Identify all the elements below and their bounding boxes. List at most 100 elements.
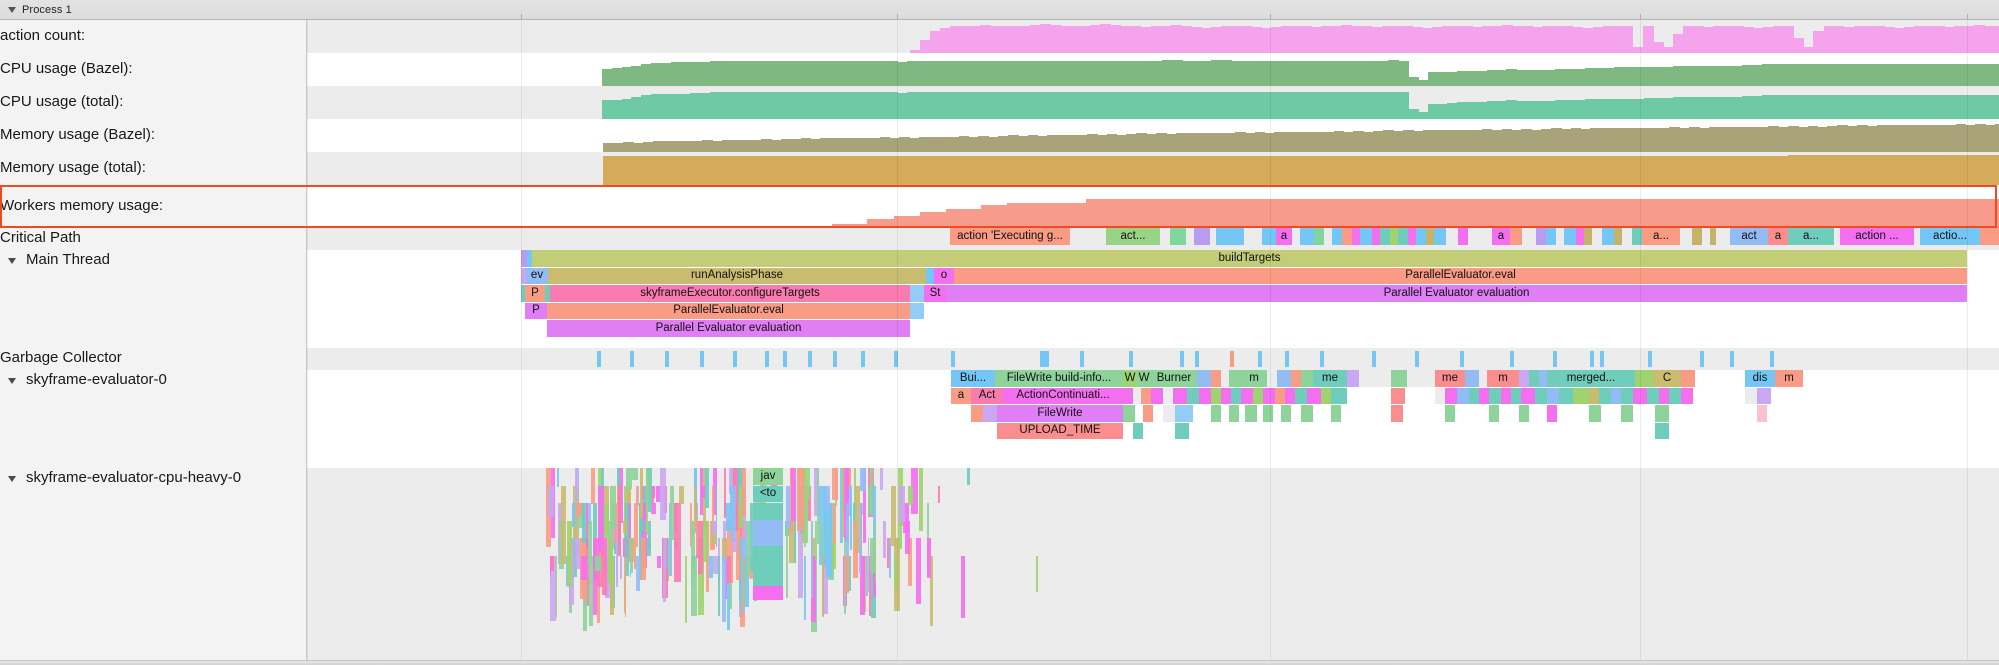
gc-tick[interactable] <box>1320 351 1324 367</box>
flame-block[interactable] <box>1210 228 1216 245</box>
cpu-heavy-block[interactable] <box>633 503 637 569</box>
flame-block[interactable] <box>1757 405 1767 422</box>
flame-event[interactable]: a <box>1492 228 1510 245</box>
cpu-heavy-block[interactable] <box>822 555 828 615</box>
cpu-heavy-block[interactable] <box>684 555 688 623</box>
gc-tick[interactable] <box>700 351 704 367</box>
track-content-cpu-usage-bazel[interactable] <box>307 53 1999 86</box>
flame-block[interactable] <box>1263 387 1275 404</box>
cpu-heavy-block[interactable] <box>620 555 622 579</box>
flame-block[interactable] <box>1529 370 1539 387</box>
cpu-heavy-block[interactable] <box>1035 555 1039 592</box>
flame-event[interactable]: Burner <box>1151 370 1197 387</box>
cpu-heavy-block[interactable] <box>561 485 566 564</box>
flame-block[interactable] <box>1398 228 1408 245</box>
cpu-heavy-block[interactable] <box>741 538 745 613</box>
cpu-heavy-block[interactable] <box>717 555 721 617</box>
cpu-heavy-block[interactable] <box>615 520 618 577</box>
flame-block[interactable] <box>1292 228 1300 245</box>
cpu-heavy-block[interactable] <box>859 503 863 568</box>
flame-event[interactable]: St <box>924 285 946 302</box>
cpu-heavy-block[interactable] <box>578 503 585 529</box>
flame-block[interactable] <box>1360 228 1372 245</box>
flame-block[interactable] <box>1655 422 1669 439</box>
gc-tick[interactable] <box>733 351 737 367</box>
cpu-heavy-block[interactable] <box>607 538 613 585</box>
cpu-heavy-block[interactable] <box>841 468 844 538</box>
cpu-heavy-block[interactable] <box>610 555 615 615</box>
flame-event[interactable]: Parallel Evaluator evaluation <box>946 285 1967 302</box>
flame-block[interactable] <box>1391 370 1407 387</box>
cpu-heavy-block[interactable] <box>883 520 886 558</box>
cpu-heavy-block[interactable] <box>629 538 632 577</box>
cpu-heavy-block[interactable] <box>869 555 871 617</box>
flame-block[interactable] <box>1914 228 1920 245</box>
cpu-heavy-block[interactable] <box>655 485 662 503</box>
flame-block[interactable] <box>1479 370 1487 387</box>
cpu-heavy-block[interactable] <box>636 485 639 548</box>
cpu-heavy-block[interactable] <box>694 485 696 532</box>
flame-block[interactable] <box>1468 228 1492 245</box>
flame-block[interactable] <box>1479 387 1489 404</box>
gc-tick[interactable] <box>1510 351 1514 367</box>
cpu-heavy-block[interactable] <box>797 468 804 532</box>
cpu-heavy-block[interactable] <box>723 468 727 518</box>
flame-event[interactable]: me <box>1435 370 1465 387</box>
flame-block[interactable] <box>1221 370 1229 387</box>
triangle-down-icon[interactable] <box>8 7 16 13</box>
flame-block[interactable] <box>1143 405 1153 422</box>
cpu-heavy-block[interactable] <box>854 485 861 551</box>
flame-block[interactable] <box>1342 228 1352 245</box>
cpu-heavy-block[interactable] <box>696 503 698 555</box>
flame-block[interactable] <box>1301 370 1313 387</box>
flame-block[interactable] <box>1211 405 1221 422</box>
flame-event[interactable]: action 'Executing genrule //de... <box>1980 228 1999 245</box>
flame-block[interactable] <box>1372 228 1380 245</box>
cpu-heavy-block[interactable] <box>736 503 740 580</box>
flame-block[interactable] <box>1123 387 1133 404</box>
flame-block[interactable] <box>1647 387 1659 404</box>
cpu-heavy-block[interactable] <box>640 485 647 519</box>
flame-block[interactable] <box>1186 228 1194 245</box>
flame-block[interactable] <box>1332 228 1342 245</box>
gc-tick[interactable] <box>765 351 769 367</box>
flame-block[interactable] <box>1458 228 1468 245</box>
flame-block[interactable] <box>1187 387 1199 404</box>
flame-block[interactable] <box>1380 228 1390 245</box>
flame-block[interactable] <box>1241 387 1253 404</box>
cpu-heavy-block[interactable] <box>575 538 582 570</box>
cpu-heavy-block[interactable] <box>576 503 583 516</box>
flame-block[interactable] <box>1547 387 1559 404</box>
gc-tick[interactable] <box>1648 351 1652 367</box>
flame-block[interactable] <box>1416 228 1426 245</box>
gc-tick[interactable] <box>630 351 634 367</box>
cpu-heavy-block[interactable] <box>753 520 783 546</box>
flame-block[interactable] <box>1331 405 1341 422</box>
flame-block[interactable] <box>521 267 526 284</box>
flame-event[interactable]: FileWrite <box>997 405 1123 422</box>
cpu-heavy-block[interactable] <box>826 503 832 577</box>
flame-block[interactable] <box>527 250 532 267</box>
flame-block[interactable] <box>1446 228 1458 245</box>
flame-block[interactable] <box>1635 370 1653 387</box>
flame-block[interactable] <box>910 285 924 302</box>
cpu-heavy-block[interactable] <box>867 538 870 592</box>
cpu-heavy-block[interactable] <box>726 520 733 583</box>
cpu-heavy-block[interactable] <box>890 485 897 546</box>
flame-block[interactable] <box>1245 405 1257 422</box>
cpu-heavy-block[interactable] <box>640 538 647 580</box>
cpu-heavy-block[interactable] <box>624 555 627 618</box>
cpu-heavy-block[interactable] <box>625 468 633 489</box>
cpu-heavy-block[interactable] <box>915 538 921 604</box>
gc-tick[interactable] <box>808 351 812 367</box>
flame-event[interactable]: m <box>1775 370 1803 387</box>
cpu-heavy-block[interactable] <box>862 468 867 543</box>
cpu-heavy-block[interactable] <box>860 468 867 492</box>
cpu-heavy-block[interactable] <box>859 555 865 616</box>
flame-block[interactable] <box>1457 387 1469 404</box>
cpu-heavy-block[interactable] <box>888 538 892 579</box>
flame-block[interactable] <box>1445 405 1455 422</box>
flame-block[interactable] <box>1589 405 1601 422</box>
cpu-heavy-block[interactable] <box>635 555 640 591</box>
cpu-heavy-block[interactable] <box>753 586 783 600</box>
